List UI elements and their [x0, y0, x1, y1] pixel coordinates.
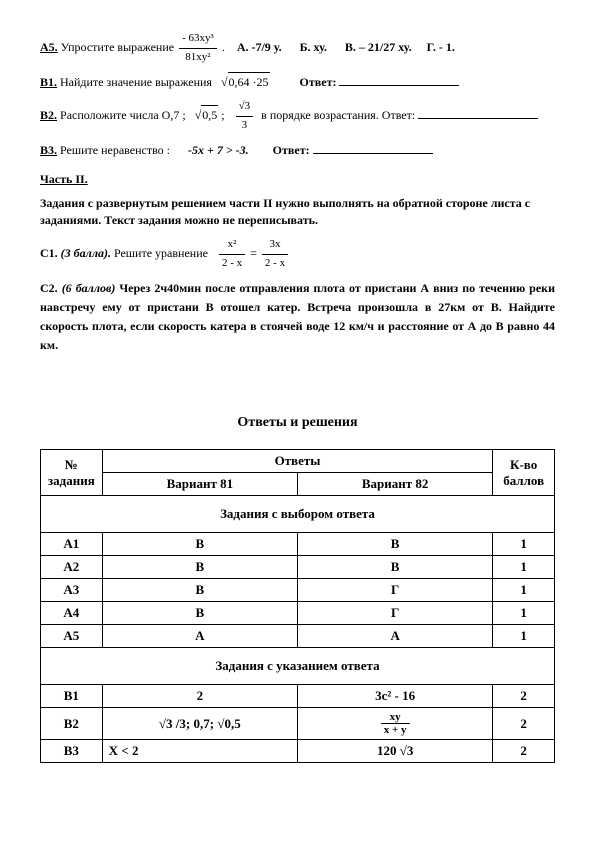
answers-table: № задания Ответы К-во баллов Вариант 81 … — [40, 449, 555, 763]
task-a5: А5. Упростите выражение - 63xy³81xy² . А… — [40, 30, 555, 66]
instructions: Задания с развернутым решением части II … — [40, 195, 555, 229]
task-b3: В3. Решите неравенство : -5х + 7 > -3. О… — [40, 141, 555, 160]
points: (6 баллов) — [62, 281, 116, 295]
table-row: В3X < 2120 √32 — [41, 740, 555, 763]
task-num: В2. — [40, 108, 57, 122]
answer-line — [313, 143, 433, 154]
table-row: В123c² - 162 — [41, 685, 555, 708]
answers-title: Ответы и решения — [40, 415, 555, 431]
th-points: К-во баллов — [493, 450, 555, 496]
answer-label: Ответ: — [300, 75, 337, 89]
task-b1: В1. Найдите значение выражения 0,64 ·25 … — [40, 72, 555, 92]
table-row: А1ВВ1 — [41, 533, 555, 556]
fraction: √33 — [236, 98, 254, 134]
table-row: А4ВГ1 — [41, 602, 555, 625]
points: (3 балла). — [61, 246, 111, 260]
task-num: В1. — [40, 75, 57, 89]
option-v: В. – 21/27 ху. — [345, 40, 412, 54]
task-c2: С2. (6 баллов) Через 2ч40мин после отпра… — [40, 279, 555, 356]
task-num: В3. — [40, 143, 57, 157]
th-variant1: Вариант 81 — [102, 473, 297, 496]
fraction: - 63xy³81xy² — [179, 30, 217, 66]
option-a: А. -7/9 у. — [237, 40, 282, 54]
table-row: А5АА1 — [41, 625, 555, 648]
task-num: С1. — [40, 246, 58, 260]
answer-line — [418, 108, 538, 119]
sqrt: 0,64 ·25 — [221, 72, 270, 92]
task-text: Решите уравнение — [114, 246, 208, 260]
task-c1: С1. (3 балла). Решите уравнение x²2 - x … — [40, 236, 555, 272]
option-g: Г. - 1. — [427, 40, 455, 54]
task-text: Упростите выражение — [61, 40, 174, 54]
task-text2: в порядке возрастания. Ответ: — [261, 108, 415, 122]
task-text: Через 2ч40мин после отправления плота от… — [40, 281, 555, 353]
section-row: Задания с выбором ответа — [41, 496, 555, 533]
expr: -5х + 7 > -3. — [188, 143, 249, 157]
task-num: А5. — [40, 40, 58, 54]
task-b2: В2. Расположите числа О,7 ; 0,5 ; √33 в … — [40, 98, 555, 134]
sqrt: 0,5 — [195, 105, 219, 125]
task-text: Решите неравенство : — [60, 143, 170, 157]
part2-title: Часть II. — [40, 172, 555, 187]
table-subheader: Вариант 81 Вариант 82 — [41, 473, 555, 496]
answer-label: Ответ: — [273, 143, 310, 157]
section-row: Задания с указанием ответа — [41, 648, 555, 685]
table-row: В2√3 /3; 0,7; √0,5xyx + y2 — [41, 708, 555, 740]
th-variant2: Вариант 82 — [297, 473, 492, 496]
table-row: А3ВГ1 — [41, 579, 555, 602]
fraction: x²2 - x — [219, 236, 245, 272]
task-text: Расположите числа О,7 ; — [60, 108, 186, 122]
task-text: Найдите значение выражения — [60, 75, 212, 89]
fraction: 3x2 - x — [262, 236, 288, 272]
th-answers: Ответы — [102, 450, 493, 473]
table-row: А2ВВ1 — [41, 556, 555, 579]
task-num: С2. — [40, 281, 58, 295]
table-header: № задания Ответы К-во баллов — [41, 450, 555, 473]
option-b: Б. ху. — [300, 40, 327, 54]
answer-line — [339, 75, 459, 86]
th-num: № задания — [41, 450, 103, 496]
